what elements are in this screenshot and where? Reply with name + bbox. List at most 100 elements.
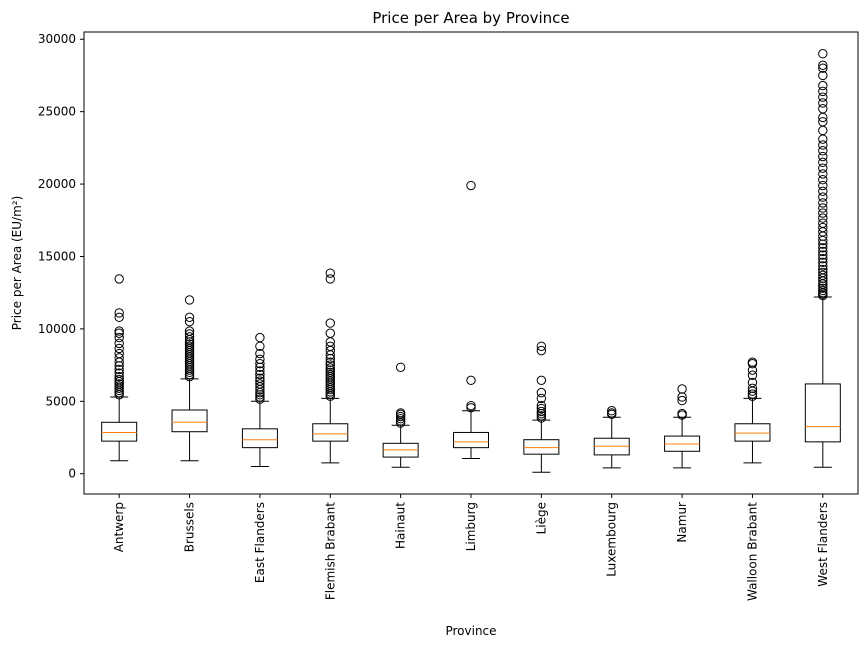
- y-tick-label: 30000: [38, 32, 76, 46]
- outlier-point: [818, 49, 828, 59]
- y-axis-label: Price per Area (EU/m²): [10, 196, 24, 331]
- outlier-point: [466, 400, 476, 411]
- outlier-point: [184, 295, 195, 305]
- outlier-point: [747, 357, 758, 367]
- outlier-point: [818, 283, 828, 294]
- outlier-point: [818, 246, 828, 257]
- outlier-point: [818, 264, 828, 275]
- x-tick-label: East Flanders: [253, 502, 267, 583]
- outlier-point: [818, 169, 828, 179]
- box-9: [734, 357, 771, 464]
- outlier-point: [818, 134, 828, 144]
- outlier-point: [395, 408, 406, 418]
- outlier-point: [747, 383, 758, 393]
- outlier-point: [325, 274, 335, 284]
- outlier-point: [184, 316, 195, 327]
- iqr-box: [101, 421, 138, 442]
- outlier-point: [536, 345, 547, 356]
- y-tick-label: 20000: [38, 177, 76, 191]
- outlier-point: [114, 381, 124, 391]
- outlier-point: [607, 408, 617, 418]
- outlier-point: [114, 332, 124, 343]
- iqr-box: [453, 431, 489, 449]
- outlier-point: [818, 180, 828, 191]
- box-0: [101, 274, 138, 462]
- outlier-point: [325, 357, 335, 367]
- outlier-point: [818, 203, 828, 213]
- outlier-point: [255, 358, 265, 369]
- outlier-point: [818, 125, 828, 136]
- outlier-point: [114, 338, 124, 349]
- outlier-point: [255, 373, 265, 383]
- outlier-point: [114, 379, 124, 389]
- outlier-point: [818, 253, 828, 264]
- outlier-point: [818, 70, 828, 81]
- outlier-point: [677, 408, 687, 419]
- outlier-point: [184, 312, 195, 323]
- outlier-point: [325, 360, 335, 370]
- outlier-point: [818, 86, 828, 97]
- outlier-point: [677, 384, 687, 394]
- outlier-point: [536, 413, 547, 423]
- outlier-point: [818, 243, 828, 253]
- chart-title: Price per Area by Province: [372, 9, 569, 27]
- outlier-point: [818, 213, 828, 223]
- x-tick-label: Liège: [534, 502, 548, 534]
- outlier-point: [395, 362, 406, 372]
- outlier-point: [818, 157, 828, 168]
- outlier-point: [818, 63, 828, 73]
- outlier-point: [184, 332, 195, 342]
- outlier-point: [114, 274, 124, 284]
- y-tick-label: 25000: [38, 105, 76, 119]
- outlier-point: [184, 341, 195, 351]
- outlier-point: [818, 80, 828, 91]
- outlier-point: [818, 257, 828, 267]
- outlier-point: [395, 413, 406, 424]
- plot-area: [101, 49, 841, 473]
- outlier-point: [747, 377, 758, 388]
- box-5: [453, 180, 489, 460]
- outlier-point: [818, 186, 828, 197]
- outlier-point: [255, 376, 265, 386]
- outlier-point: [255, 394, 265, 404]
- iqr-box: [523, 439, 560, 455]
- outlier-point: [114, 308, 124, 318]
- outlier-point: [818, 208, 828, 218]
- outlier-point: [677, 395, 687, 406]
- outlier-point: [818, 267, 828, 278]
- outlier-point: [466, 403, 476, 413]
- y-tick-label: 15000: [38, 249, 76, 263]
- outlier-point: [466, 375, 476, 386]
- outlier-point: [184, 339, 195, 349]
- outlier-point: [395, 411, 406, 422]
- outlier-point: [818, 285, 828, 296]
- iqr-box: [804, 383, 841, 443]
- outlier-point: [818, 250, 828, 260]
- y-axis: 0 5000 10000 15000 20000 25000 30000: [38, 32, 84, 481]
- iqr-box: [734, 423, 771, 442]
- outlier-point: [818, 218, 828, 228]
- outlier-point: [747, 370, 758, 380]
- box-10: [804, 49, 841, 468]
- outlier-point: [114, 326, 124, 336]
- box-7: [593, 406, 630, 469]
- box-6: [523, 341, 560, 473]
- outlier-point: [255, 366, 265, 376]
- outlier-point: [818, 140, 828, 150]
- outlier-point: [818, 104, 828, 114]
- y-tick-label: 0: [68, 467, 76, 481]
- y-tick-label: 5000: [45, 394, 76, 408]
- x-axis: Antwerp Brussels East Flanders Flemish Brab…: [112, 494, 830, 601]
- outlier-point: [536, 341, 547, 351]
- outlier-point: [325, 369, 335, 380]
- outlier-point: [255, 354, 265, 365]
- box-1: [171, 295, 208, 462]
- x-tick-label: Namur: [675, 502, 689, 543]
- outlier-point: [255, 379, 265, 389]
- outlier-point: [818, 175, 828, 185]
- outlier-point: [325, 318, 335, 328]
- outlier-point: [818, 98, 828, 108]
- x-tick-label: Brussels: [183, 502, 197, 552]
- iqr-box: [241, 428, 278, 449]
